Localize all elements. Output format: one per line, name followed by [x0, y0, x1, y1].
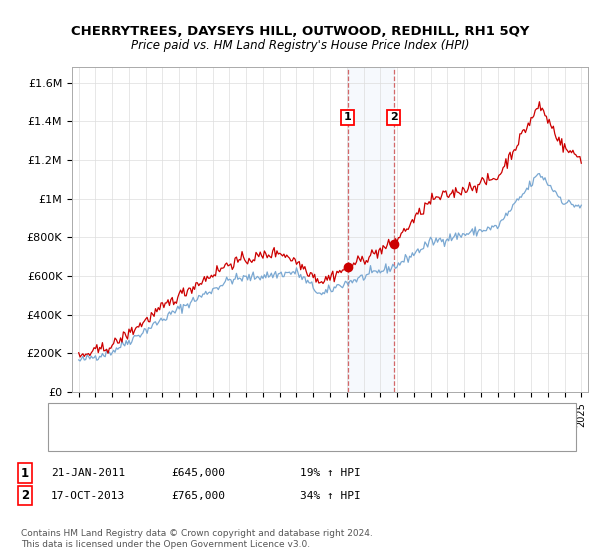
Text: Price paid vs. HM Land Registry's House Price Index (HPI): Price paid vs. HM Land Registry's House … [131, 39, 469, 52]
Text: 2: 2 [21, 489, 29, 502]
Text: —: — [51, 430, 68, 448]
Bar [347, 67, 394, 392]
Text: —: — [51, 408, 68, 426]
Text: 21-JAN-2011: 21-JAN-2011 [51, 468, 125, 478]
Text: 2: 2 [390, 113, 398, 123]
Text: £765,000: £765,000 [171, 491, 225, 501]
Text: CHERRYTREES, DAYSEYS HILL, OUTWOOD, REDHILL, RH1 5QY (detached house): CHERRYTREES, DAYSEYS HILL, OUTWOOD, REDH… [75, 412, 490, 422]
Text: 1: 1 [344, 113, 352, 123]
Text: HPI: Average price, detached house, Tandridge: HPI: Average price, detached house, Tand… [75, 434, 319, 444]
Text: CHERRYTREES, DAYSEYS HILL, OUTWOOD, REDHILL, RH1 5QY: CHERRYTREES, DAYSEYS HILL, OUTWOOD, REDH… [71, 25, 529, 38]
Text: 19% ↑ HPI: 19% ↑ HPI [300, 468, 361, 478]
Text: 17-OCT-2013: 17-OCT-2013 [51, 491, 125, 501]
Text: 1: 1 [21, 466, 29, 480]
Text: 34% ↑ HPI: 34% ↑ HPI [300, 491, 361, 501]
Text: £645,000: £645,000 [171, 468, 225, 478]
Text: Contains HM Land Registry data © Crown copyright and database right 2024.
This d: Contains HM Land Registry data © Crown c… [21, 529, 373, 549]
